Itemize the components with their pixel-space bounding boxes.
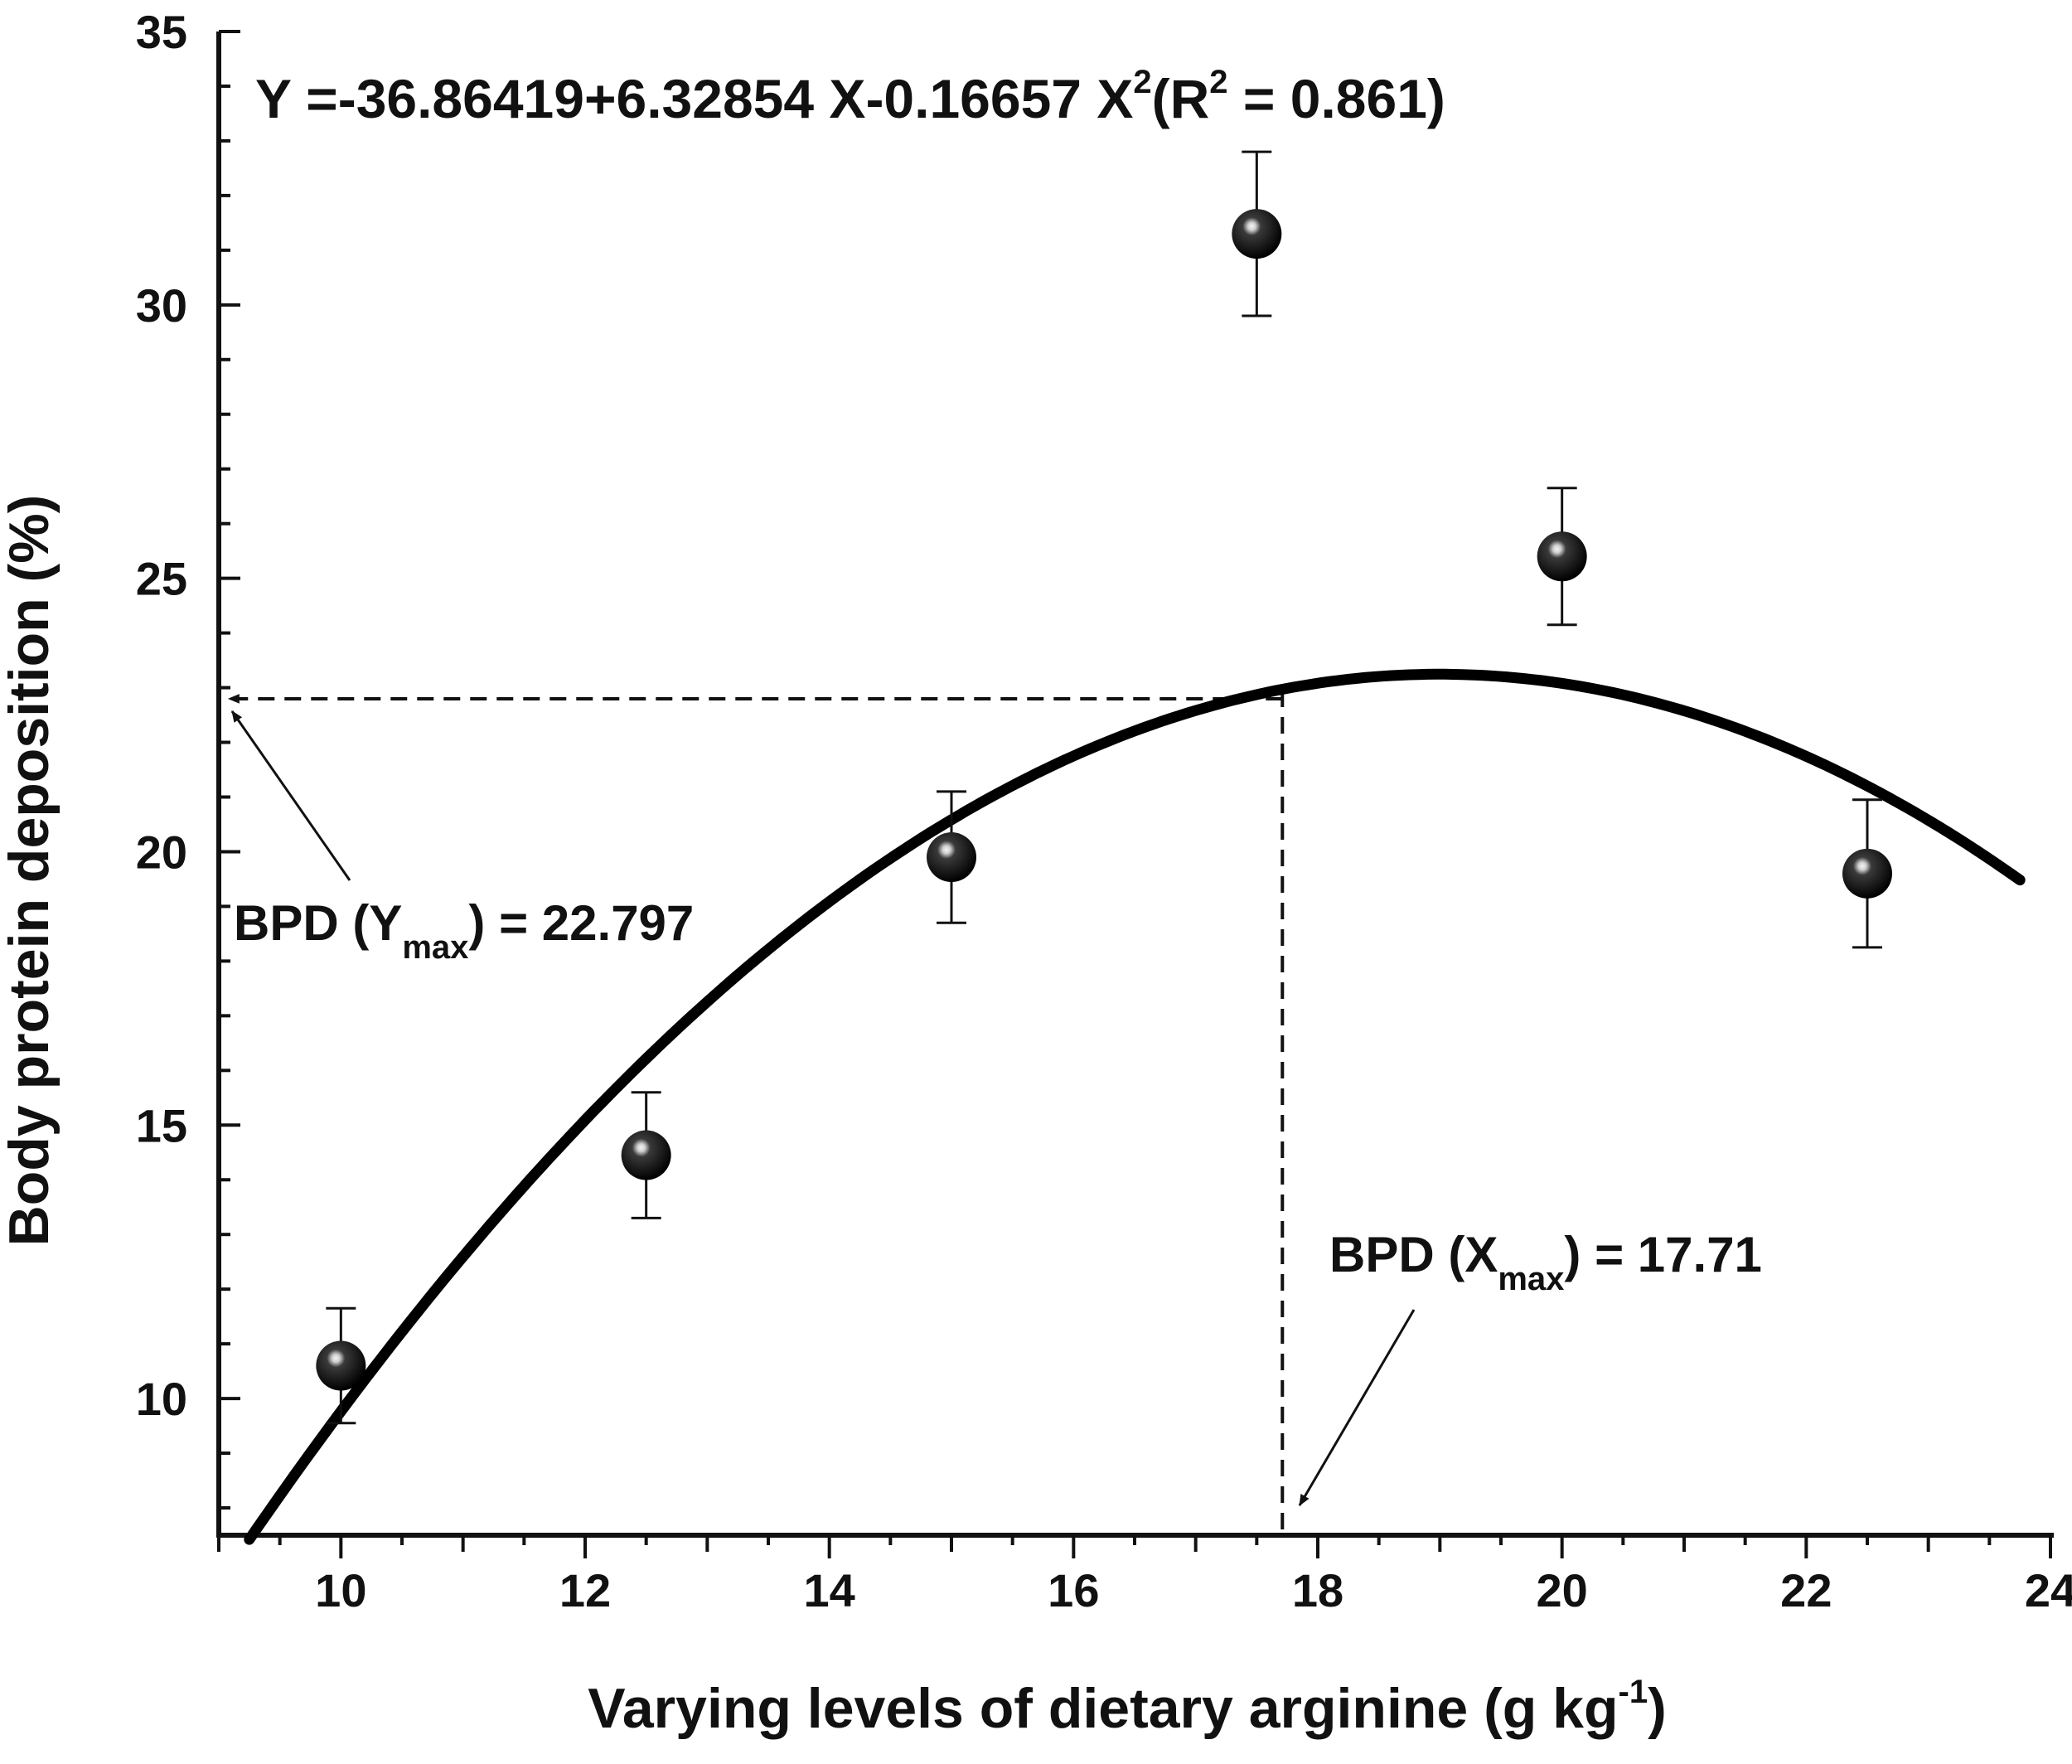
point-marker (621, 1130, 671, 1180)
x-ticks: 10 12 14 16 18 20 22 24 (217, 1535, 2072, 1616)
data-point (1232, 150, 1282, 317)
x-tick-label: 16 (1048, 1564, 1099, 1616)
point-marker (316, 1340, 366, 1391)
y-tick-label: 30 (136, 279, 187, 332)
data-point (927, 790, 976, 924)
x-tick-label: 12 (559, 1564, 611, 1616)
y-ticks: 10 15 20 25 30 35 (136, 6, 240, 1510)
ymax-arrow (230, 710, 351, 881)
x-tick-label: 18 (1292, 1564, 1343, 1616)
y-tick-label: 10 (136, 1373, 187, 1425)
xmax-annotation: BPD (Xmax) = 17.71 (1329, 1227, 1762, 1297)
point-marker (1232, 209, 1282, 259)
fit-curve (244, 668, 2026, 1545)
point-marker (927, 832, 976, 883)
data-point (621, 1091, 671, 1219)
fit-equation: Y =-36.86419+6.32854 X-0.16657 X2(R2 = 0… (255, 64, 1445, 129)
data-points (316, 150, 1892, 1425)
data-point (1537, 487, 1587, 627)
x-tick-label: 22 (1780, 1564, 1832, 1616)
y-tick-label: 35 (136, 6, 187, 58)
y-tick-label: 20 (136, 826, 187, 878)
point-marker (1842, 848, 1892, 899)
ymax-annotation: BPD (Ymax) = 22.797 (234, 895, 694, 966)
x-axis-title: Varying levels of dietary arginine (g kg… (588, 1674, 1667, 1740)
x-tick-label: 10 (315, 1564, 366, 1616)
y-axis-title: Body protein deposition (%) (0, 495, 61, 1247)
point-marker (1537, 531, 1587, 582)
x-tick-label: 24 (2025, 1564, 2072, 1616)
data-point (316, 1306, 366, 1425)
y-tick-label: 25 (136, 553, 187, 605)
x-tick-label: 20 (1537, 1564, 1588, 1616)
x-tick-label: 14 (804, 1564, 855, 1616)
xmax-arrow (1298, 1309, 1416, 1507)
data-point (1842, 798, 1892, 949)
y-tick-label: 15 (136, 1099, 187, 1151)
